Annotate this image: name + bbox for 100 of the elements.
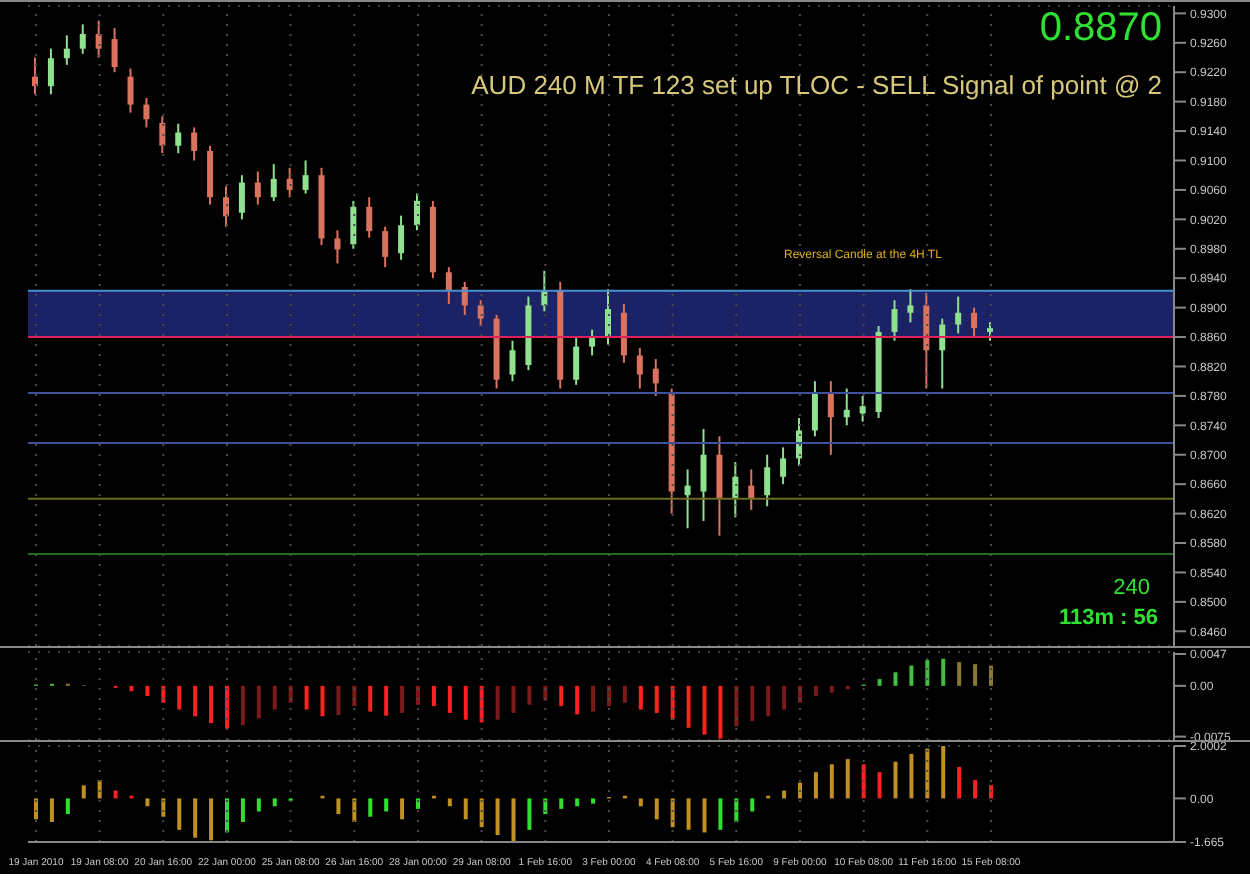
candlestick <box>207 144 214 206</box>
candlestick <box>398 214 405 261</box>
bar <box>559 685 564 707</box>
bar <box>559 798 564 809</box>
bar <box>511 685 516 713</box>
bar <box>750 798 755 812</box>
bar <box>941 746 946 799</box>
bar <box>702 685 707 735</box>
bar <box>177 798 182 830</box>
bar <box>813 772 818 799</box>
candlestick <box>971 306 978 339</box>
bar <box>813 685 818 696</box>
candlestick <box>302 159 309 195</box>
bar <box>495 685 500 720</box>
bar <box>591 798 596 804</box>
candlestick <box>366 196 373 239</box>
bar <box>209 685 214 724</box>
candlestick <box>111 27 118 74</box>
bar <box>591 685 596 712</box>
bar <box>861 764 866 799</box>
candlestick <box>254 170 261 206</box>
candlestick <box>127 67 134 114</box>
bar <box>766 685 771 717</box>
candlestick <box>191 126 198 162</box>
candlestick <box>700 427 707 522</box>
bar <box>113 790 118 799</box>
bar <box>909 753 914 799</box>
bar <box>400 798 405 820</box>
bar <box>782 790 787 799</box>
bar <box>941 658 946 686</box>
candlestick <box>223 185 229 228</box>
candlestick <box>414 192 420 232</box>
bar <box>256 685 261 719</box>
bar <box>686 798 691 830</box>
bar <box>49 798 54 822</box>
bar <box>718 685 723 739</box>
bar <box>336 685 341 715</box>
bar <box>973 664 978 686</box>
candlestick <box>63 34 70 66</box>
bar <box>145 798 150 807</box>
bar <box>909 665 914 686</box>
annotation: 0.8870 <box>1039 6 1162 52</box>
bar <box>400 685 405 713</box>
bar <box>463 685 468 720</box>
annotation: 113m : 56 <box>1058 606 1158 630</box>
candlestick <box>589 328 596 357</box>
bar <box>145 685 150 696</box>
bar <box>702 798 707 833</box>
candlestick <box>955 295 962 335</box>
bar <box>495 798 500 836</box>
bar <box>829 685 834 693</box>
candlestick <box>987 321 993 342</box>
bar <box>670 798 675 828</box>
bar <box>463 798 468 820</box>
candlestick <box>780 446 787 486</box>
candlestick <box>891 299 898 342</box>
candlestick <box>827 380 834 456</box>
bar <box>877 772 882 799</box>
candlestick <box>811 380 818 438</box>
candlestick <box>652 358 659 397</box>
bar <box>877 679 882 686</box>
bar <box>240 798 245 822</box>
bar <box>638 798 643 807</box>
bar <box>989 785 993 799</box>
bar <box>209 798 214 841</box>
bar <box>973 780 978 799</box>
candlestick <box>270 163 277 202</box>
bar <box>129 685 134 692</box>
bar <box>750 685 755 722</box>
bar <box>368 798 373 817</box>
bar <box>384 798 389 812</box>
bar <box>654 685 659 713</box>
bar <box>622 685 627 703</box>
bar <box>431 685 436 707</box>
candlestick <box>716 435 723 537</box>
bar <box>34 798 38 820</box>
bar <box>845 759 850 799</box>
candlestick <box>238 174 245 221</box>
bar <box>638 685 643 710</box>
bar <box>65 798 70 815</box>
bar <box>384 685 389 716</box>
bar <box>957 662 962 686</box>
bar <box>240 685 245 726</box>
candlestick <box>47 47 54 96</box>
candlestick <box>939 317 946 390</box>
bar <box>416 798 420 809</box>
bar <box>320 685 325 717</box>
bar <box>256 798 261 812</box>
bar <box>447 798 452 807</box>
bar <box>829 764 834 799</box>
bar <box>718 798 723 830</box>
bar <box>447 685 452 713</box>
bar <box>272 685 277 710</box>
annotation: 240 <box>1113 576 1150 600</box>
bar <box>925 660 930 686</box>
bar <box>177 685 182 710</box>
text: AUD 240 M TF 123 set up TLOC - SELL Signal of point @ 2 <box>471 70 1162 100</box>
bar <box>336 798 341 815</box>
bar <box>893 672 898 686</box>
candlestick <box>573 336 580 386</box>
